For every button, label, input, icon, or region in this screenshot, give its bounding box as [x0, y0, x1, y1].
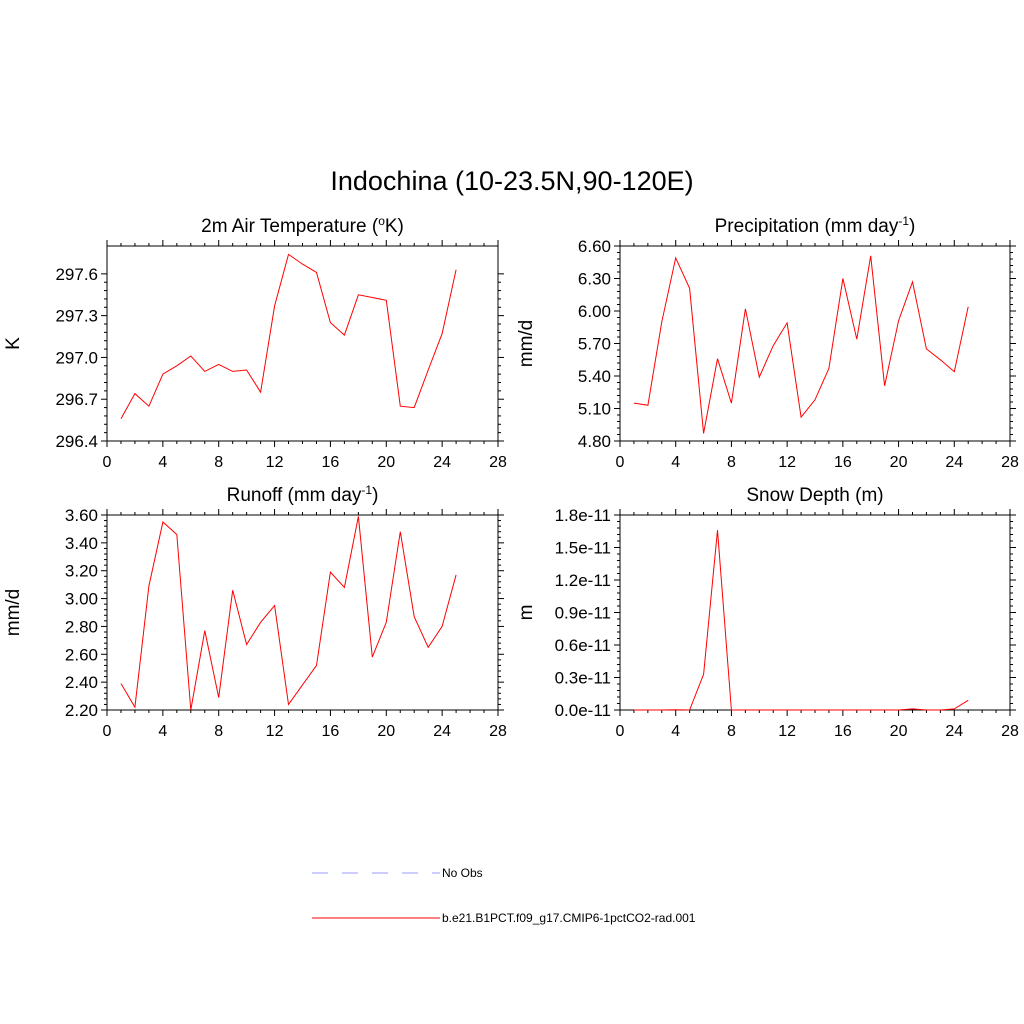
x-tick-label: 20: [890, 454, 908, 471]
y-tick-label: 297.0: [55, 348, 98, 367]
y-tick-label: 0.0e-11: [555, 701, 611, 720]
y-tick-label: 5.40: [578, 367, 611, 386]
x-tick-label: 8: [214, 723, 223, 740]
legend-model-label: b.e21.B1PCT.f09_g17.CMIP6-1pctCO2-rad.00…: [442, 911, 696, 925]
chart-panel-2: 0 4 8 12 16 20 24 28 4.80 5.10 5.40 5.70 6.00 6.30 6.6…: [516, 214, 1019, 471]
x-tick-label: 0: [103, 723, 112, 740]
y-tick-label: 3.40: [65, 534, 98, 553]
x-tick-label: 8: [214, 454, 223, 471]
y-tick-label: 3.60: [65, 506, 98, 525]
y-tick-label: 297.3: [55, 307, 98, 326]
x-tick-label: 28: [1001, 723, 1019, 740]
x-tick-label: 16: [834, 454, 852, 471]
panels-group: 0 4 8 12 16 20 24 28 296.4 296.7 297.0 297.3 297.6 2m…: [3, 214, 1019, 740]
series-line-1: [120, 516, 457, 711]
x-tick-label: 20: [377, 723, 395, 740]
y-tick-label: 1.2e-11: [555, 571, 611, 590]
y-tick-label: 2.40: [65, 673, 98, 692]
y-tick-label: 1.8e-11: [555, 506, 611, 525]
y-tick-label: 5.70: [578, 335, 611, 354]
y-tick-label: 0.6e-11: [555, 636, 611, 655]
legend-obs-label: No Obs: [442, 866, 483, 880]
panel-title: 2m Air Temperature (oK): [201, 214, 404, 237]
panel-title: Precipitation (mm day-1): [715, 214, 916, 237]
page-title: Indochina (10-23.5N,90-120E): [330, 166, 693, 196]
legend: No Obs b.e21.B1PCT.f09_g17.CMIP6-1pctCO2…: [312, 866, 696, 925]
plot-frame: [619, 245, 1011, 442]
y-axis-label: m: [516, 605, 537, 621]
y-tick-label: 296.7: [55, 390, 98, 409]
x-tick-label: 20: [377, 454, 395, 471]
x-tick-label: 4: [671, 454, 680, 471]
y-tick-label: 2.80: [65, 617, 98, 636]
y-axis-label: mm/d: [3, 589, 24, 637]
x-tick-label: 0: [616, 723, 625, 740]
x-tick-label: 16: [322, 723, 340, 740]
x-tick-label: 24: [945, 723, 963, 740]
x-tick-label: 0: [103, 454, 112, 471]
x-tick-label: 12: [778, 454, 796, 471]
y-tick-label: 297.6: [55, 265, 98, 284]
panel-title: Snow Depth (m): [746, 485, 883, 506]
plot-frame: [619, 514, 1011, 711]
y-tick-label: 6.00: [578, 302, 611, 321]
chart-panel-4: 0 4 8 12 16 20 24 28 0.0e-11 0.3e-11 0.6e-11 0.9e-1…: [516, 485, 1019, 740]
chart-panel-1: 0 4 8 12 16 20 24 28 296.4 296.7 297.0 297.3 297.6 2m…: [3, 214, 507, 471]
y-tick-label: 6.30: [578, 270, 611, 289]
series-line-1: [633, 255, 969, 434]
x-tick-label: 24: [433, 723, 451, 740]
x-tick-label: 12: [266, 454, 284, 471]
y-tick-label: 5.10: [578, 400, 611, 419]
y-tick-label: 3.00: [65, 590, 98, 609]
x-tick-label: 28: [1001, 454, 1019, 471]
x-tick-label: 24: [433, 454, 451, 471]
x-tick-label: 28: [489, 723, 507, 740]
x-tick-label: 0: [616, 454, 625, 471]
y-tick-label: 0.3e-11: [555, 669, 611, 688]
x-tick-label: 8: [727, 454, 736, 471]
x-tick-label: 12: [266, 723, 284, 740]
x-tick-label: 4: [158, 454, 167, 471]
x-tick-label: 16: [834, 723, 852, 740]
x-tick-label: 16: [322, 454, 340, 471]
y-tick-label: 0.9e-11: [555, 604, 611, 623]
y-tick-label: 6.60: [578, 237, 611, 256]
series-line-1: [633, 530, 969, 711]
x-tick-label: 4: [158, 723, 167, 740]
series-line-1: [120, 253, 457, 419]
plot-frame: [106, 245, 499, 442]
y-tick-label: 1.5e-11: [555, 539, 611, 558]
x-tick-label: 4: [671, 723, 680, 740]
x-tick-label: 24: [945, 454, 963, 471]
x-tick-label: 12: [778, 723, 796, 740]
x-tick-label: 8: [727, 723, 736, 740]
panel-title: Runoff (mm day-1): [227, 483, 379, 506]
plot-frame: [106, 514, 499, 711]
chart-panel-3: 0 4 8 12 16 20 24 28 2.20 2.40 2.60 2.80 3.00 3.20 3.4…: [3, 483, 507, 740]
y-tick-label: 3.20: [65, 562, 98, 581]
x-tick-label: 28: [489, 454, 507, 471]
y-tick-label: 2.60: [65, 645, 98, 664]
y-tick-label: 4.80: [578, 432, 611, 451]
y-axis-label: K: [3, 337, 24, 350]
y-axis-label: mm/d: [516, 320, 537, 368]
x-tick-label: 20: [890, 723, 908, 740]
y-tick-label: 2.20: [65, 701, 98, 720]
y-tick-label: 296.4: [55, 432, 98, 451]
